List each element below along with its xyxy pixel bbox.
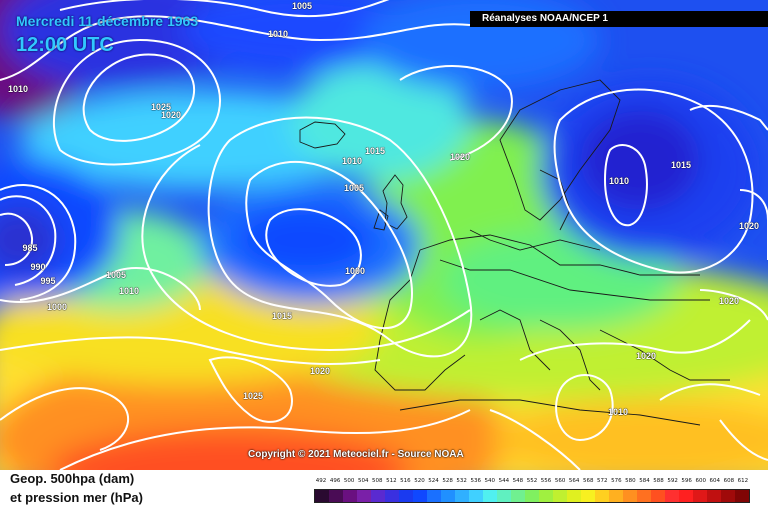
isobar-label: 1010 bbox=[267, 29, 289, 39]
scale-label: 588 bbox=[653, 478, 664, 484]
scale-swatch bbox=[343, 490, 357, 502]
scale-label: 528 bbox=[442, 478, 453, 484]
legend-geopotential: Geop. 500hpa (dam) bbox=[10, 471, 135, 486]
scale-swatch bbox=[511, 490, 525, 502]
scale-label: 524 bbox=[428, 478, 439, 484]
isobar-label: 1015 bbox=[271, 311, 293, 321]
scale-swatch bbox=[497, 490, 511, 502]
scale-swatch bbox=[609, 490, 623, 502]
scale-swatch bbox=[595, 490, 609, 502]
isobar-label: 1010 bbox=[341, 156, 363, 166]
scale-swatch bbox=[413, 490, 427, 502]
coastlines bbox=[299, 79, 730, 426]
isobar-label: 1005 bbox=[291, 1, 313, 11]
scale-swatch bbox=[525, 490, 539, 502]
scale-label: 492 bbox=[315, 478, 327, 484]
isobar-label: 1010 bbox=[607, 407, 629, 417]
scale-swatch bbox=[679, 490, 693, 502]
map-time: 12:00 UTC bbox=[16, 34, 114, 56]
isobar-label: 1000 bbox=[46, 302, 68, 312]
scale-label: 508 bbox=[372, 478, 383, 484]
scale-label: 600 bbox=[695, 478, 706, 484]
copyright-notice: Copyright © 2021 Meteociel.fr - Source N… bbox=[248, 449, 464, 460]
scale-swatch bbox=[329, 490, 343, 502]
scale-label: 608 bbox=[723, 478, 735, 484]
scale-label: 572 bbox=[597, 478, 608, 484]
isobar-label: 1025 bbox=[150, 102, 172, 112]
scale-label: 596 bbox=[681, 478, 692, 484]
isobar-label: 1010 bbox=[608, 176, 630, 186]
scale-label: 516 bbox=[400, 478, 411, 484]
scale-swatch bbox=[399, 490, 413, 502]
legend-pressure: et pression mer (hPa) bbox=[10, 490, 143, 505]
scale-swatch bbox=[441, 490, 455, 502]
scale-label: 496 bbox=[329, 478, 341, 484]
isobar-label: 1025 bbox=[242, 391, 264, 401]
scale-label: 568 bbox=[582, 478, 594, 484]
isobar-label: 990 bbox=[30, 262, 46, 272]
scale-swatch bbox=[735, 490, 749, 502]
scale-swatch bbox=[315, 490, 329, 502]
scale-swatch bbox=[651, 490, 665, 502]
scale-label: 552 bbox=[526, 478, 538, 484]
scale-label: 548 bbox=[512, 478, 524, 484]
geopotential-field bbox=[0, 0, 768, 470]
scale-swatch bbox=[581, 490, 595, 502]
scale-label: 604 bbox=[709, 478, 721, 484]
isobar-label: 985 bbox=[22, 243, 38, 253]
isobar-label: 1020 bbox=[160, 110, 182, 120]
isobar-label: 1015 bbox=[364, 146, 386, 156]
isobar-label: 1020 bbox=[718, 296, 740, 306]
scale-swatch bbox=[707, 490, 721, 502]
scale-swatch bbox=[567, 490, 581, 502]
isobar-label: 1020 bbox=[635, 351, 657, 361]
isobar-label: 1020 bbox=[738, 221, 760, 231]
isobar-label: 1005 bbox=[343, 183, 365, 193]
scale-swatch bbox=[357, 490, 371, 502]
isobar-label: 1010 bbox=[118, 286, 140, 296]
scale-swatch bbox=[693, 490, 707, 502]
scale-label: 592 bbox=[667, 478, 678, 484]
scale-label: 512 bbox=[386, 478, 397, 484]
scale-swatch bbox=[539, 490, 553, 502]
scale-label: 504 bbox=[357, 478, 369, 484]
scale-swatch bbox=[721, 490, 735, 502]
scale-label: 556 bbox=[540, 478, 552, 484]
isobar-label: 1020 bbox=[309, 366, 331, 376]
scale-swatch bbox=[469, 490, 483, 502]
scale-swatch bbox=[385, 490, 399, 502]
scale-label: 584 bbox=[639, 478, 650, 484]
scale-swatch bbox=[665, 490, 679, 502]
scale-label: 612 bbox=[737, 478, 749, 484]
scale-label: 580 bbox=[625, 478, 636, 484]
isobar-label: 1020 bbox=[449, 152, 471, 162]
weather-map bbox=[0, 0, 768, 470]
source-label: Réanalyses NOAA/NCEP 1 bbox=[470, 11, 768, 27]
isobar-label: 1010 bbox=[7, 84, 29, 94]
scale-swatch bbox=[455, 490, 469, 502]
scale-label: 500 bbox=[343, 478, 355, 484]
scale-label: 540 bbox=[484, 478, 496, 484]
scale-label: 532 bbox=[456, 478, 467, 484]
scale-swatch bbox=[637, 490, 651, 502]
scale-swatch bbox=[427, 490, 441, 502]
scale-label: 536 bbox=[470, 478, 481, 484]
scale-swatch bbox=[371, 490, 385, 502]
scale-label: 520 bbox=[414, 478, 425, 484]
isobar-label: 1015 bbox=[670, 160, 692, 170]
scale-label: 560 bbox=[554, 478, 566, 484]
isobar-label: 1000 bbox=[344, 266, 366, 276]
color-scale-labels: 492 496 500 504 508 512 516 520 524 528 532 536 540 5… bbox=[314, 478, 750, 488]
scale-label: 576 bbox=[611, 478, 622, 484]
scale-swatch bbox=[623, 490, 637, 502]
isobar-label: 1005 bbox=[105, 270, 127, 280]
scale-swatch bbox=[483, 490, 497, 502]
isobar-label: 995 bbox=[40, 276, 56, 286]
scale-label: 544 bbox=[498, 478, 510, 484]
map-date: Mercredi 11 décembre 1963 bbox=[16, 13, 199, 29]
scale-label: 564 bbox=[568, 478, 580, 484]
color-scale-bar bbox=[314, 489, 750, 503]
scale-swatch bbox=[553, 490, 567, 502]
isobar-lines bbox=[0, 0, 768, 470]
